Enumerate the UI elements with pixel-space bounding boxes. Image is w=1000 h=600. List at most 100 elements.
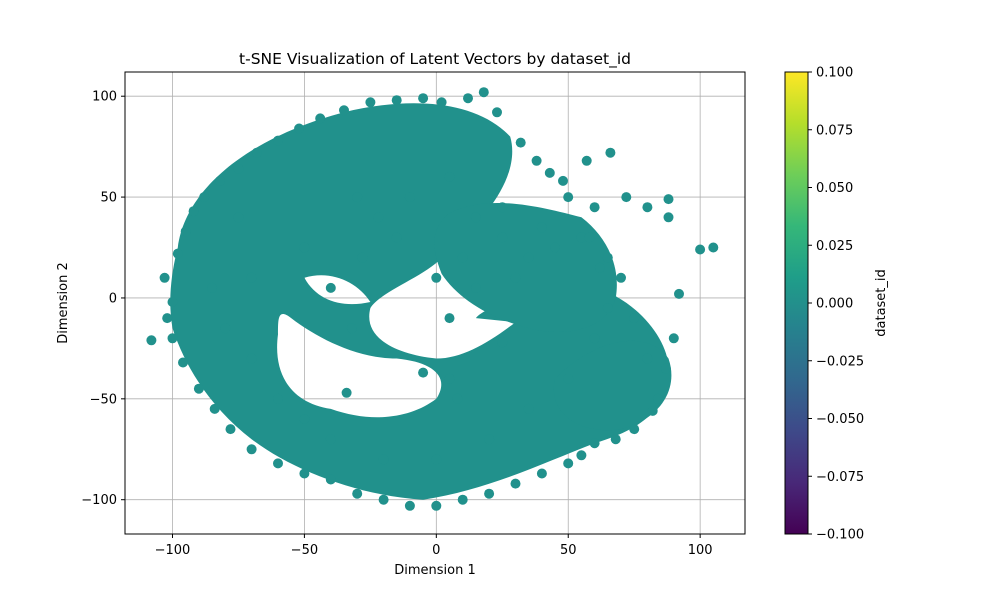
scatter-point — [378, 454, 389, 465]
scatter-point — [251, 147, 262, 158]
scatter-point — [652, 393, 663, 404]
scatter-point — [523, 252, 534, 263]
scatter-point — [642, 353, 653, 364]
x-tick-label: 50 — [560, 543, 577, 558]
scatter-point — [589, 202, 600, 213]
colorbar-tick-label: 0.075 — [816, 123, 853, 138]
scatter-point — [629, 424, 640, 435]
scatter-point — [497, 232, 508, 243]
scatter-point — [341, 387, 352, 398]
scatter-point — [470, 212, 481, 223]
x-tick-label: 100 — [688, 543, 713, 558]
dense-cloud-ring — [170, 103, 669, 500]
scatter-point — [431, 272, 442, 283]
scatter-point — [246, 353, 257, 364]
colorbar-label: dataset_id — [874, 269, 889, 337]
scatter-point — [431, 454, 442, 465]
scatter-point — [602, 303, 613, 313]
scatter-point — [581, 155, 592, 166]
scatter-point — [584, 232, 595, 243]
scatter-point — [484, 434, 495, 445]
scatter-point — [146, 335, 157, 346]
colorbar-tick-label: 0.100 — [816, 66, 853, 81]
colorbar: −0.100 −0.075 −0.050 −0.025 0.000 0.025 0.050 0… — [784, 66, 889, 543]
scatter-point — [233, 212, 244, 223]
scatter-point — [352, 488, 363, 499]
y-tick-label: 50 — [100, 191, 117, 206]
scatter-point — [484, 488, 495, 499]
scatter-point — [167, 333, 178, 344]
scatter-point — [531, 155, 542, 166]
plot-frame — [124, 71, 746, 535]
scatter-point — [404, 500, 415, 511]
scatter-point — [515, 137, 526, 148]
scatter-point — [497, 202, 508, 213]
dense-cloud-right — [434, 202, 617, 332]
y-tick-label: −100 — [81, 493, 117, 508]
scatter-point — [299, 242, 310, 253]
scatter-point — [199, 192, 210, 203]
scatter-point — [378, 494, 389, 505]
scatter-point — [207, 282, 218, 293]
scatter-point — [647, 405, 658, 416]
scatter-point — [193, 383, 204, 394]
scatter-point — [602, 252, 613, 263]
y-axis-ticks: −100 −50 0 50 100 — [81, 90, 125, 508]
scatter-point — [294, 123, 305, 134]
scatter-point — [497, 337, 508, 348]
scatter-point — [444, 313, 455, 324]
x-axis-ticks: −100 −50 0 50 100 — [155, 534, 713, 558]
scatter-point — [536, 468, 547, 479]
colorbar-tick-label: 0.025 — [816, 239, 853, 254]
density-regions — [170, 103, 672, 500]
scatter-point — [470, 282, 481, 293]
scatter-point — [418, 367, 429, 378]
colorbar-tick-label: −0.100 — [816, 528, 864, 543]
scatter-point — [188, 206, 199, 217]
y-tick-label: 100 — [92, 90, 117, 105]
scatter-point — [621, 192, 632, 203]
scatter-point — [299, 414, 310, 424]
colorbar-tick-label: 0.050 — [816, 181, 853, 196]
scatter-point — [325, 434, 336, 445]
scatter-point — [589, 333, 600, 344]
scatter-point — [391, 232, 402, 243]
scatter-point — [299, 468, 310, 479]
scatter-point — [576, 450, 587, 461]
scatter-point — [225, 424, 236, 435]
scatter-point — [589, 438, 600, 449]
scatter-point — [346, 323, 357, 334]
scatter-point — [576, 232, 587, 243]
scatter-point — [246, 272, 257, 283]
scatter-point — [563, 373, 574, 384]
scatter-point — [492, 107, 502, 118]
scatter-point — [523, 403, 534, 414]
scatter-point — [478, 87, 489, 98]
scatter-point — [544, 167, 555, 178]
scatter-point — [594, 262, 605, 273]
scatter-point — [357, 252, 368, 263]
scatter-point — [315, 113, 326, 124]
chart-title: t-SNE Visualization of Latent Vectors by… — [239, 50, 631, 69]
scatter-point — [339, 105, 349, 116]
scatter-point — [642, 202, 653, 213]
scatter-point — [674, 288, 684, 299]
scatter-point — [180, 226, 191, 237]
scatter-point — [463, 93, 473, 104]
scatter-point — [273, 393, 283, 404]
colorbar-ticks: −0.100 −0.075 −0.050 −0.025 0.000 0.025 0.050 0… — [808, 66, 864, 543]
scatter-point — [404, 192, 415, 203]
scatter-point — [431, 500, 442, 511]
scatter-point — [629, 313, 640, 324]
scatter-point — [558, 175, 568, 186]
scatter-point — [436, 97, 447, 108]
scatter-point — [510, 272, 521, 283]
y-axis-label: Dimension 2 — [56, 262, 71, 344]
scatter-point — [663, 212, 674, 223]
scatter-point — [325, 474, 336, 485]
scatter-point — [510, 478, 521, 489]
scatter-point — [373, 212, 384, 223]
scatter-point — [695, 244, 706, 255]
scatter-point — [172, 248, 183, 259]
